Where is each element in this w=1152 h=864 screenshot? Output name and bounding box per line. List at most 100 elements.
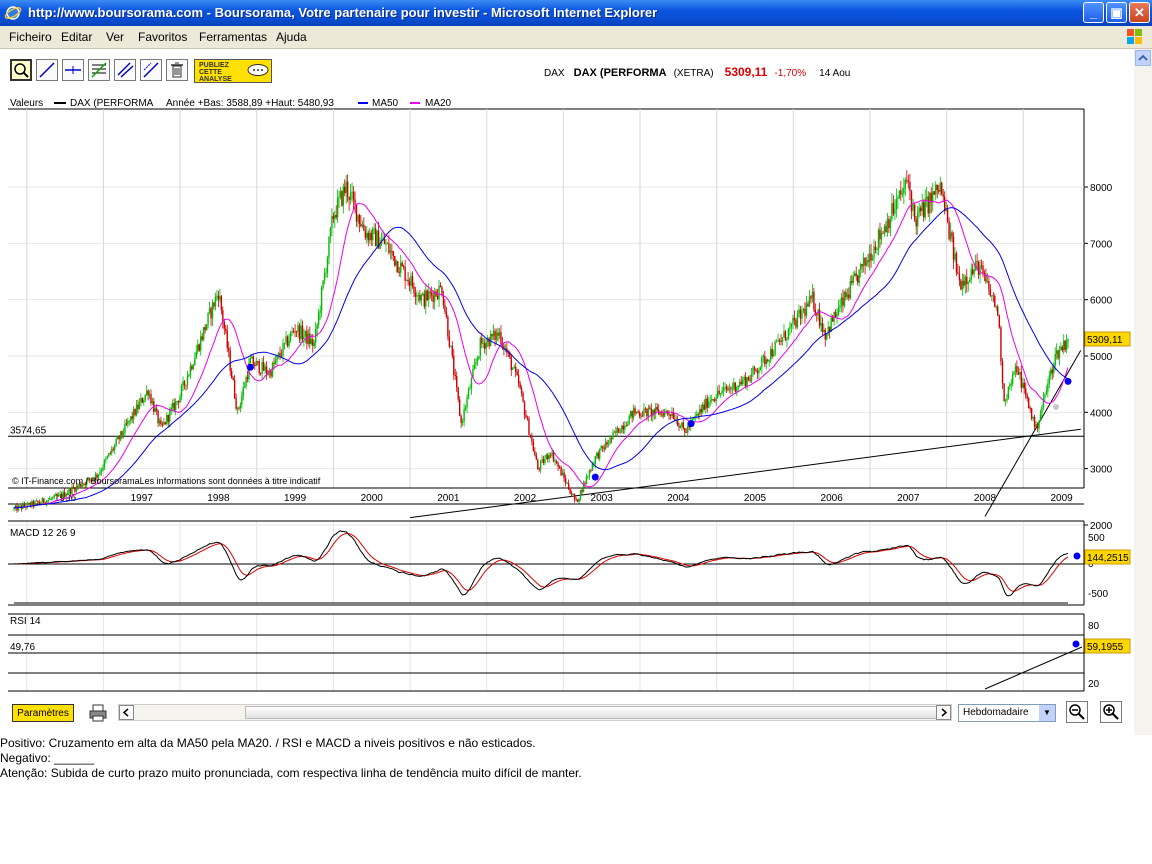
scroll-up-button[interactable] [1135, 50, 1151, 66]
zoom-in-button[interactable] [1100, 701, 1122, 723]
channel-button[interactable] [114, 59, 136, 81]
horizontal-line-button[interactable] [62, 59, 84, 81]
candle-body [357, 214, 359, 222]
candle-body [426, 290, 428, 301]
instrument-name: DAX (PERFORMA [573, 67, 667, 79]
candle-body [417, 295, 420, 296]
fibonacci-button[interactable] [88, 59, 110, 81]
trendline[interactable] [409, 428, 1081, 519]
signal-marker [591, 473, 599, 481]
price-y-ticks: 8000 7000 6000 5000 4000 3000 2000 [1084, 183, 1113, 532]
candle-body [194, 358, 196, 366]
candle-body [469, 388, 471, 390]
parallel-line-button[interactable] [140, 59, 162, 81]
menu-ferramentas[interactable]: Ferramentas [199, 30, 268, 44]
candle-body [739, 381, 741, 386]
scroll-right-button[interactable] [936, 705, 951, 720]
last-price-badge [1084, 331, 1131, 347]
vertical-scrollbar[interactable] [1134, 49, 1152, 735]
zoom-tool-button[interactable] [10, 59, 32, 81]
menu-favoritos[interactable]: Favoritos [138, 30, 188, 44]
candle-body [932, 191, 934, 203]
year-label: 2003 [591, 493, 614, 504]
candle-body [923, 202, 925, 218]
candle-body [71, 487, 73, 494]
candle-body [150, 394, 152, 404]
candle-body [572, 494, 574, 496]
candle-body [211, 302, 214, 319]
candle-body [731, 388, 734, 390]
candle-body [65, 494, 67, 497]
candle-body [501, 343, 504, 346]
trend-line-button[interactable] [36, 59, 58, 81]
candle-body [958, 274, 961, 281]
parameters-button[interactable]: Paramètres [12, 704, 74, 722]
rsi-trendline[interactable] [984, 646, 1083, 690]
candle-body [709, 400, 711, 402]
trash-button[interactable] [166, 59, 188, 81]
candle-body [927, 196, 929, 214]
menu-editar[interactable]: Editar [61, 30, 93, 44]
candle-body [219, 296, 221, 300]
candle-body [1006, 398, 1008, 401]
menu-ajuda[interactable]: Ajuda [276, 30, 307, 44]
candle-body [652, 409, 654, 417]
candle-body [941, 182, 943, 195]
candle-body [596, 452, 598, 457]
candle-body [555, 461, 558, 464]
chevron-right-icon [941, 708, 948, 717]
candle-body [402, 266, 405, 268]
ma20-line [13, 199, 1069, 509]
rsi-value-badge [1084, 638, 1131, 654]
candle-body [784, 331, 787, 341]
candle-body [1038, 421, 1040, 429]
chevron-down-icon[interactable]: ▼ [1039, 705, 1055, 721]
candle-body [41, 498, 44, 503]
period-select[interactable]: Hebdomadaire ▼ [958, 704, 1056, 722]
candle-body [298, 325, 301, 340]
candle-body [976, 261, 978, 262]
candle-body [625, 425, 627, 427]
publish-analysis-button[interactable]: PUBLIEZ CETTE ANALYSE [194, 59, 272, 83]
menu-ver[interactable]: Ver [106, 30, 125, 44]
candle-body [68, 488, 70, 494]
candle-body [904, 179, 907, 189]
scroll-left-button[interactable] [119, 705, 134, 720]
candle-body [539, 461, 542, 470]
print-icon[interactable] [88, 703, 108, 723]
chart-applet: PUBLIEZ CETTE ANALYSE DAX DAX (PERFORMA … [0, 49, 1135, 735]
candle-body [685, 432, 687, 433]
candle-body [715, 398, 717, 401]
candle-body [544, 458, 546, 464]
candle-body [309, 333, 311, 344]
zoom-out-button[interactable] [1066, 701, 1088, 723]
horizontal-scrollbar[interactable] [118, 704, 952, 721]
candle-body [238, 407, 240, 409]
candle-body [273, 362, 275, 365]
candle-body [300, 325, 302, 340]
candle-body [99, 471, 101, 475]
candle-body [998, 315, 1001, 328]
candle-body [542, 459, 545, 464]
candle-body [711, 399, 713, 401]
candle-body [158, 420, 161, 424]
minimize-button[interactable]: _ [1083, 2, 1104, 23]
candle-body [619, 432, 622, 434]
candle-body [497, 332, 499, 336]
close-button[interactable]: ✕ [1129, 2, 1150, 23]
maximize-button[interactable]: ▣ [1106, 2, 1127, 23]
candle-body [736, 387, 738, 392]
last-price-badge-text: 5309,11 [1087, 335, 1123, 346]
candle-body [160, 420, 162, 425]
channel-icon [117, 62, 134, 78]
menu-ficheiro[interactable]: Ficheiro [9, 30, 52, 44]
candle-body [722, 387, 725, 391]
scroll-thumb[interactable] [245, 706, 945, 719]
candle-body [407, 279, 409, 282]
candle-body [755, 369, 757, 371]
candle-body [983, 272, 986, 275]
candle-body [442, 295, 445, 306]
candle-body [476, 358, 479, 363]
candle-body [594, 456, 596, 465]
